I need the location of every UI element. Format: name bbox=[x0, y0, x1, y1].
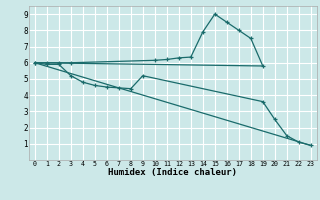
X-axis label: Humidex (Indice chaleur): Humidex (Indice chaleur) bbox=[108, 168, 237, 177]
